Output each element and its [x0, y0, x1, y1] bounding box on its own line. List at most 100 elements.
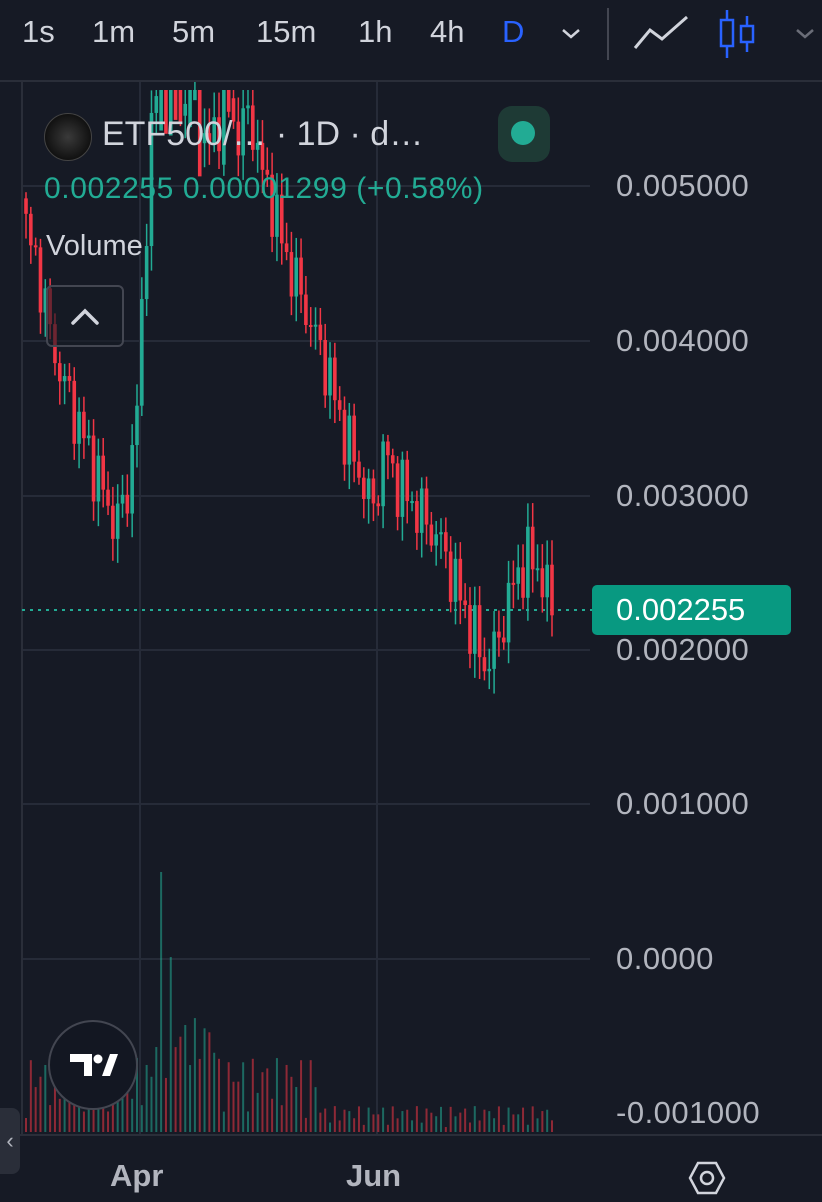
candle-body	[333, 357, 337, 401]
price-axis-label: 0.003000	[616, 478, 750, 513]
volume-bar	[444, 1127, 447, 1132]
volume-bar	[121, 1072, 124, 1132]
candle-body	[193, 90, 197, 101]
time-axis-label: Jun	[346, 1158, 402, 1193]
volume-bar	[546, 1109, 549, 1132]
volume-bar	[478, 1120, 481, 1132]
candle-body	[154, 96, 159, 113]
timeframe-1m[interactable]: 1m	[92, 14, 136, 49]
volume-bar	[184, 1025, 187, 1132]
candle-body	[62, 376, 67, 382]
candle-body	[125, 494, 130, 514]
candle-body	[352, 415, 356, 462]
candle-body	[482, 657, 487, 672]
volume-bar	[218, 1058, 221, 1132]
volume-bar	[406, 1109, 409, 1132]
expand-sidebar-tab[interactable]: ‹	[0, 1108, 20, 1174]
volume-bar	[348, 1111, 351, 1132]
candle-body	[424, 488, 429, 525]
tradingview-logo[interactable]	[48, 1020, 138, 1110]
candle-body	[38, 247, 43, 313]
candlestick-icon[interactable]	[716, 8, 758, 65]
volume-bar	[53, 1058, 56, 1132]
volume-bar	[493, 1118, 496, 1132]
symbol-title[interactable]: ETF500/… · 1D · d…	[102, 115, 424, 153]
candle-body	[270, 174, 274, 237]
candle-body	[468, 605, 472, 654]
volume-bar	[319, 1112, 322, 1132]
candle-body	[497, 631, 501, 638]
volume-bar	[126, 1068, 129, 1132]
timeframe-d[interactable]: D	[502, 14, 525, 49]
volume-bar	[39, 1076, 42, 1132]
candle-body	[246, 105, 250, 109]
tradingview-logo-icon	[70, 1054, 118, 1076]
candle-body	[299, 257, 303, 295]
candle-body	[477, 605, 482, 658]
candle-body	[43, 288, 48, 313]
volume-bar	[459, 1112, 462, 1132]
market-status-indicator[interactable]	[498, 106, 550, 162]
volume-bar	[333, 1106, 336, 1132]
price-axis-label: -0.001000	[616, 1095, 761, 1130]
candle-body	[434, 534, 438, 546]
candle-body	[410, 501, 414, 504]
candle-body	[29, 213, 33, 246]
candle-body	[24, 198, 28, 214]
volume-bar	[357, 1106, 360, 1132]
settings-icon[interactable]	[688, 1160, 726, 1201]
volume-bar	[160, 872, 163, 1132]
price-axis-label: 0.0000	[616, 941, 714, 976]
volume-bar	[49, 1105, 52, 1132]
timeframe-15m[interactable]: 15m	[256, 14, 317, 49]
volume-bar	[497, 1106, 500, 1132]
chevron-down-icon[interactable]	[792, 26, 818, 47]
candle-body	[347, 415, 352, 465]
candle-body	[516, 567, 521, 584]
chart-pane[interactable]: 0.005000 0.004000 0.003000 0.002000 0.00…	[0, 82, 822, 1134]
volume-bar	[440, 1106, 443, 1132]
candle-body	[550, 564, 554, 616]
candle-body	[135, 405, 139, 446]
volume-bar	[353, 1118, 356, 1132]
candle-body	[342, 409, 347, 465]
candle-body	[429, 524, 434, 546]
candle-body	[400, 459, 405, 517]
timeframe-5m[interactable]: 5m	[172, 14, 216, 49]
volume-bar	[382, 1107, 385, 1132]
candle-body	[183, 103, 188, 116]
candle-body	[207, 133, 212, 143]
candle-body	[67, 376, 72, 381]
candle-body	[492, 631, 496, 669]
volume-bar	[464, 1108, 467, 1132]
candle-body	[453, 558, 458, 602]
volume-bar	[169, 957, 172, 1132]
candle-body	[381, 441, 385, 507]
time-axis[interactable]: Apr Jun	[0, 1134, 822, 1202]
candlestick-chart[interactable]	[0, 82, 822, 1134]
volume-bar	[275, 1058, 278, 1132]
candle-body	[101, 455, 106, 490]
collapse-legend-button[interactable]	[46, 285, 124, 347]
candle-body	[144, 246, 149, 300]
volume-bar	[174, 1047, 177, 1132]
volume-bar	[473, 1106, 476, 1132]
timeframe-1h[interactable]: 1h	[358, 14, 393, 49]
volume-bar	[271, 1098, 274, 1132]
timeframe-1s[interactable]: 1s	[22, 14, 55, 49]
chevron-down-icon[interactable]	[558, 26, 584, 47]
candle-body	[106, 489, 110, 506]
volume-bar	[454, 1116, 457, 1132]
volume-bar	[140, 1105, 143, 1132]
candle-body	[415, 501, 419, 533]
candle-body	[366, 478, 371, 499]
volume-bar	[507, 1107, 510, 1132]
volume-bar	[401, 1111, 404, 1132]
price-axis-label: 0.005000	[616, 168, 750, 203]
timeframe-4h[interactable]: 4h	[430, 14, 465, 49]
candle-body	[535, 568, 540, 571]
candle-body	[487, 668, 492, 672]
volume-bar	[150, 1076, 153, 1132]
line-chart-icon[interactable]	[632, 14, 690, 57]
volume-bar	[135, 1058, 138, 1132]
